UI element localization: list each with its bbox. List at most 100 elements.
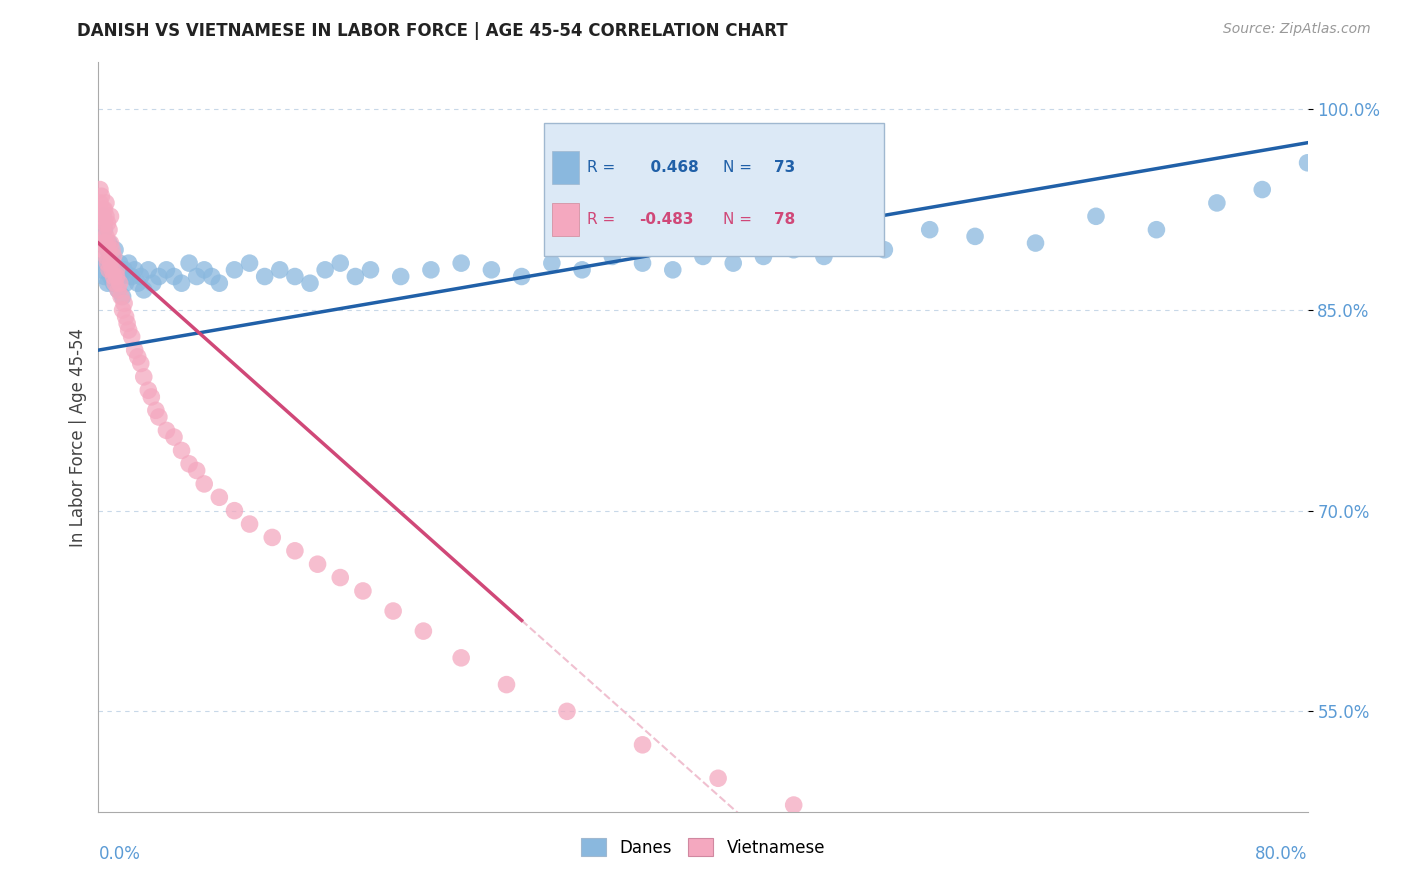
Point <box>124 343 146 358</box>
Point <box>118 323 141 337</box>
Point <box>253 269 276 284</box>
Point <box>155 423 177 437</box>
Point <box>352 583 374 598</box>
Point <box>602 249 624 264</box>
Point <box>813 249 835 264</box>
Point <box>571 262 593 277</box>
Point <box>107 283 129 297</box>
Point <box>101 249 124 264</box>
Point <box>918 222 941 236</box>
Point <box>136 262 159 277</box>
Point <box>121 269 143 284</box>
Point <box>90 235 112 250</box>
Point <box>96 235 118 250</box>
Point <box>193 476 215 491</box>
Point <box>1251 182 1274 196</box>
Point <box>631 256 654 270</box>
Legend: Danes, Vietnamese: Danes, Vietnamese <box>574 832 832 863</box>
Point <box>111 289 134 303</box>
Point <box>360 262 382 277</box>
Point <box>89 195 111 210</box>
Point <box>108 256 131 270</box>
Point <box>101 262 124 277</box>
Point <box>631 738 654 752</box>
Point <box>94 256 117 270</box>
Point <box>105 262 128 277</box>
Point <box>90 262 112 277</box>
Point <box>858 824 880 838</box>
Point <box>329 256 352 270</box>
Point <box>110 289 132 303</box>
Point <box>127 276 149 290</box>
Point <box>142 276 165 290</box>
Point <box>186 464 208 478</box>
Point <box>98 222 121 236</box>
Point <box>148 269 170 284</box>
Point <box>94 249 117 264</box>
Point <box>1144 222 1167 236</box>
Point <box>941 851 963 865</box>
Point <box>104 243 127 257</box>
Point <box>314 262 336 277</box>
Point <box>170 276 193 290</box>
Text: DANISH VS VIETNAMESE IN LABOR FORCE | AGE 45-54 CORRELATION CHART: DANISH VS VIETNAMESE IN LABOR FORCE | AG… <box>77 22 787 40</box>
Point <box>136 383 159 397</box>
Point <box>112 262 135 277</box>
Text: R =: R = <box>586 212 620 227</box>
Point <box>329 571 352 585</box>
Point <box>96 243 118 257</box>
Point <box>132 283 155 297</box>
Point <box>114 276 136 290</box>
Text: 73: 73 <box>775 160 796 175</box>
Point <box>420 262 443 277</box>
Point <box>90 209 112 223</box>
Text: R =: R = <box>586 160 620 175</box>
Point <box>98 262 121 277</box>
Point <box>382 604 405 618</box>
Point <box>344 269 367 284</box>
Point <box>284 543 307 558</box>
Point <box>186 269 208 284</box>
Point <box>103 249 125 264</box>
Point <box>145 403 167 417</box>
Point <box>1085 209 1108 223</box>
Point <box>284 269 307 284</box>
Point <box>389 269 412 284</box>
Point <box>262 530 284 544</box>
Point <box>105 269 128 284</box>
Point <box>148 409 170 424</box>
Point <box>94 235 117 250</box>
Text: 0.0%: 0.0% <box>98 846 141 863</box>
Point <box>208 276 231 290</box>
Point <box>91 209 114 223</box>
Point <box>1206 195 1229 210</box>
Point <box>412 624 434 638</box>
Point <box>1296 155 1319 169</box>
Point <box>93 202 115 217</box>
Point <box>132 369 155 384</box>
Point <box>98 235 121 250</box>
Point <box>179 457 201 471</box>
Point <box>121 329 143 343</box>
Point <box>510 269 533 284</box>
Point <box>481 262 503 277</box>
Point <box>208 490 231 504</box>
Point <box>450 256 472 270</box>
Point <box>141 390 163 404</box>
Point <box>661 262 683 277</box>
Point <box>100 235 122 250</box>
Point <box>94 209 117 223</box>
Text: 80.0%: 80.0% <box>1256 846 1308 863</box>
Point <box>103 269 125 284</box>
Point <box>783 243 806 257</box>
Point <box>129 356 152 370</box>
Point <box>201 269 224 284</box>
Point <box>91 202 114 217</box>
Point <box>108 276 131 290</box>
Bar <box>544 122 884 257</box>
Point <box>124 262 146 277</box>
Point <box>1024 878 1046 892</box>
Point <box>163 269 186 284</box>
Point <box>104 276 127 290</box>
Point <box>844 235 866 250</box>
